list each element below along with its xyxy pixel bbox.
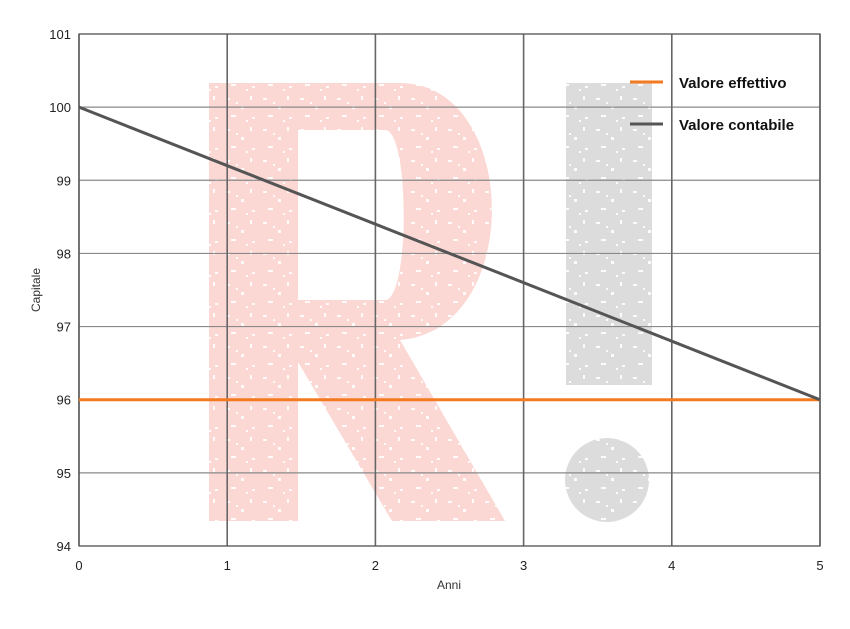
legend-label-valore-contabile: Valore contabile — [679, 117, 794, 134]
watermark-logo — [205, 80, 660, 525]
y-tick-label: 96 — [57, 393, 71, 408]
y-tick-label: 99 — [57, 173, 71, 188]
x-tick-label: 1 — [224, 558, 231, 573]
watermark-texture — [205, 80, 660, 525]
x-tick-label: 4 — [668, 558, 675, 573]
series-layer — [78, 105, 821, 402]
legend: Valore effettivo Valore contabile — [630, 75, 794, 134]
grid — [78, 33, 821, 547]
x-axis-title: Anni — [437, 578, 461, 592]
series-line-valore-contabile — [78, 105, 821, 402]
x-tick-label: 2 — [372, 558, 379, 573]
y-tick-label: 97 — [57, 320, 71, 335]
legend-label-valore-effettivo: Valore effettivo — [679, 75, 787, 92]
plot-frame — [78, 33, 821, 547]
y-tick-label: 100 — [49, 100, 71, 115]
y-tick-label: 94 — [57, 539, 71, 554]
y-axis-title: Capitale — [29, 268, 43, 312]
y-tick-label: 95 — [57, 466, 71, 481]
x-tick-label: 3 — [520, 558, 527, 573]
y-tick-label: 101 — [49, 27, 71, 42]
x-tick-label: 5 — [816, 558, 823, 573]
x-tick-label: 0 — [75, 558, 82, 573]
y-tick-label: 98 — [57, 246, 71, 261]
